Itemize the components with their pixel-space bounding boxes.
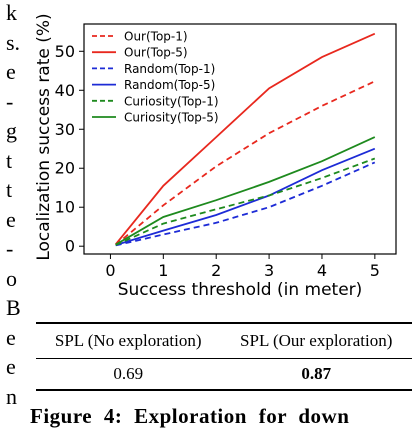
- series-line: [115, 32, 376, 245]
- legend-entry: Curiosity(Top-1): [124, 94, 219, 108]
- y-tick-label: 50: [55, 42, 75, 61]
- y-axis-label: Localization success rate (%): [34, 13, 54, 260]
- left-column-fragment: o: [6, 265, 17, 291]
- series-line: [115, 147, 376, 246]
- x-tick-label: 0: [105, 261, 115, 280]
- table-row: 0.69 0.87: [36, 359, 412, 390]
- y-tick-label: 10: [55, 198, 75, 217]
- legend-entry: Our(Top-5): [124, 46, 188, 60]
- table-cell-our-exploration: 0.87: [301, 364, 332, 383]
- table-header-no-exploration: SPL (No exploration): [54, 331, 202, 350]
- series-line: [115, 161, 376, 247]
- left-column-fragment: n: [6, 383, 17, 409]
- left-column-fragment: e: [6, 59, 16, 84]
- table-header-row: SPL (No exploration) SPL (Our exploratio…: [36, 323, 412, 359]
- left-column-fragment: -: [6, 88, 14, 114]
- table-header-our-exploration: SPL (Our exploration): [240, 331, 393, 350]
- left-column-fragment: e: [6, 354, 16, 379]
- series-line: [115, 136, 376, 246]
- legend-entry: Random(Top-5): [124, 78, 215, 92]
- x-tick-label: 4: [317, 261, 327, 280]
- left-column-fragment: t: [6, 177, 13, 202]
- y-tick-label: 20: [55, 159, 75, 178]
- left-column-fragment: -: [6, 236, 14, 261]
- x-tick-label: 3: [264, 261, 274, 280]
- left-column-fragment: t: [6, 147, 13, 173]
- localization-chart: 0 1 2 3 4 5 0 10 20 30 40 50 Success threshold (in m…: [34, 13, 397, 300]
- figure-caption: Figure 4: Exploration for down: [30, 404, 350, 428]
- spl-table: SPL (No exploration) SPL (Our exploratio…: [36, 322, 412, 391]
- y-tick-label: 0: [65, 237, 75, 256]
- left-column-fragment: g: [6, 118, 17, 143]
- x-tick-label: 1: [158, 261, 168, 280]
- y-tick-label: 30: [55, 120, 75, 139]
- y-tick-label: 40: [55, 81, 75, 100]
- left-column-fragment: s.: [6, 29, 20, 55]
- x-tick-label: 2: [211, 261, 221, 280]
- left-column-fragment: k: [6, 0, 17, 25]
- plot-frame: [83, 23, 397, 255]
- legend-entry: Our(Top-1): [124, 30, 188, 44]
- series-line: [115, 157, 376, 246]
- legend-entry: Curiosity(Top-5): [124, 111, 219, 125]
- left-column-fragment: B: [6, 295, 20, 320]
- legend-entry: Random(Top-1): [124, 62, 215, 76]
- left-column-fragment: e: [6, 206, 16, 232]
- x-axis-label: Success threshold (in meter): [118, 280, 363, 300]
- series-line: [115, 80, 376, 246]
- x-tick-label: 5: [370, 261, 380, 280]
- left-column-fragment: e: [6, 324, 16, 350]
- table-cell-no-exploration: 0.69: [113, 364, 144, 383]
